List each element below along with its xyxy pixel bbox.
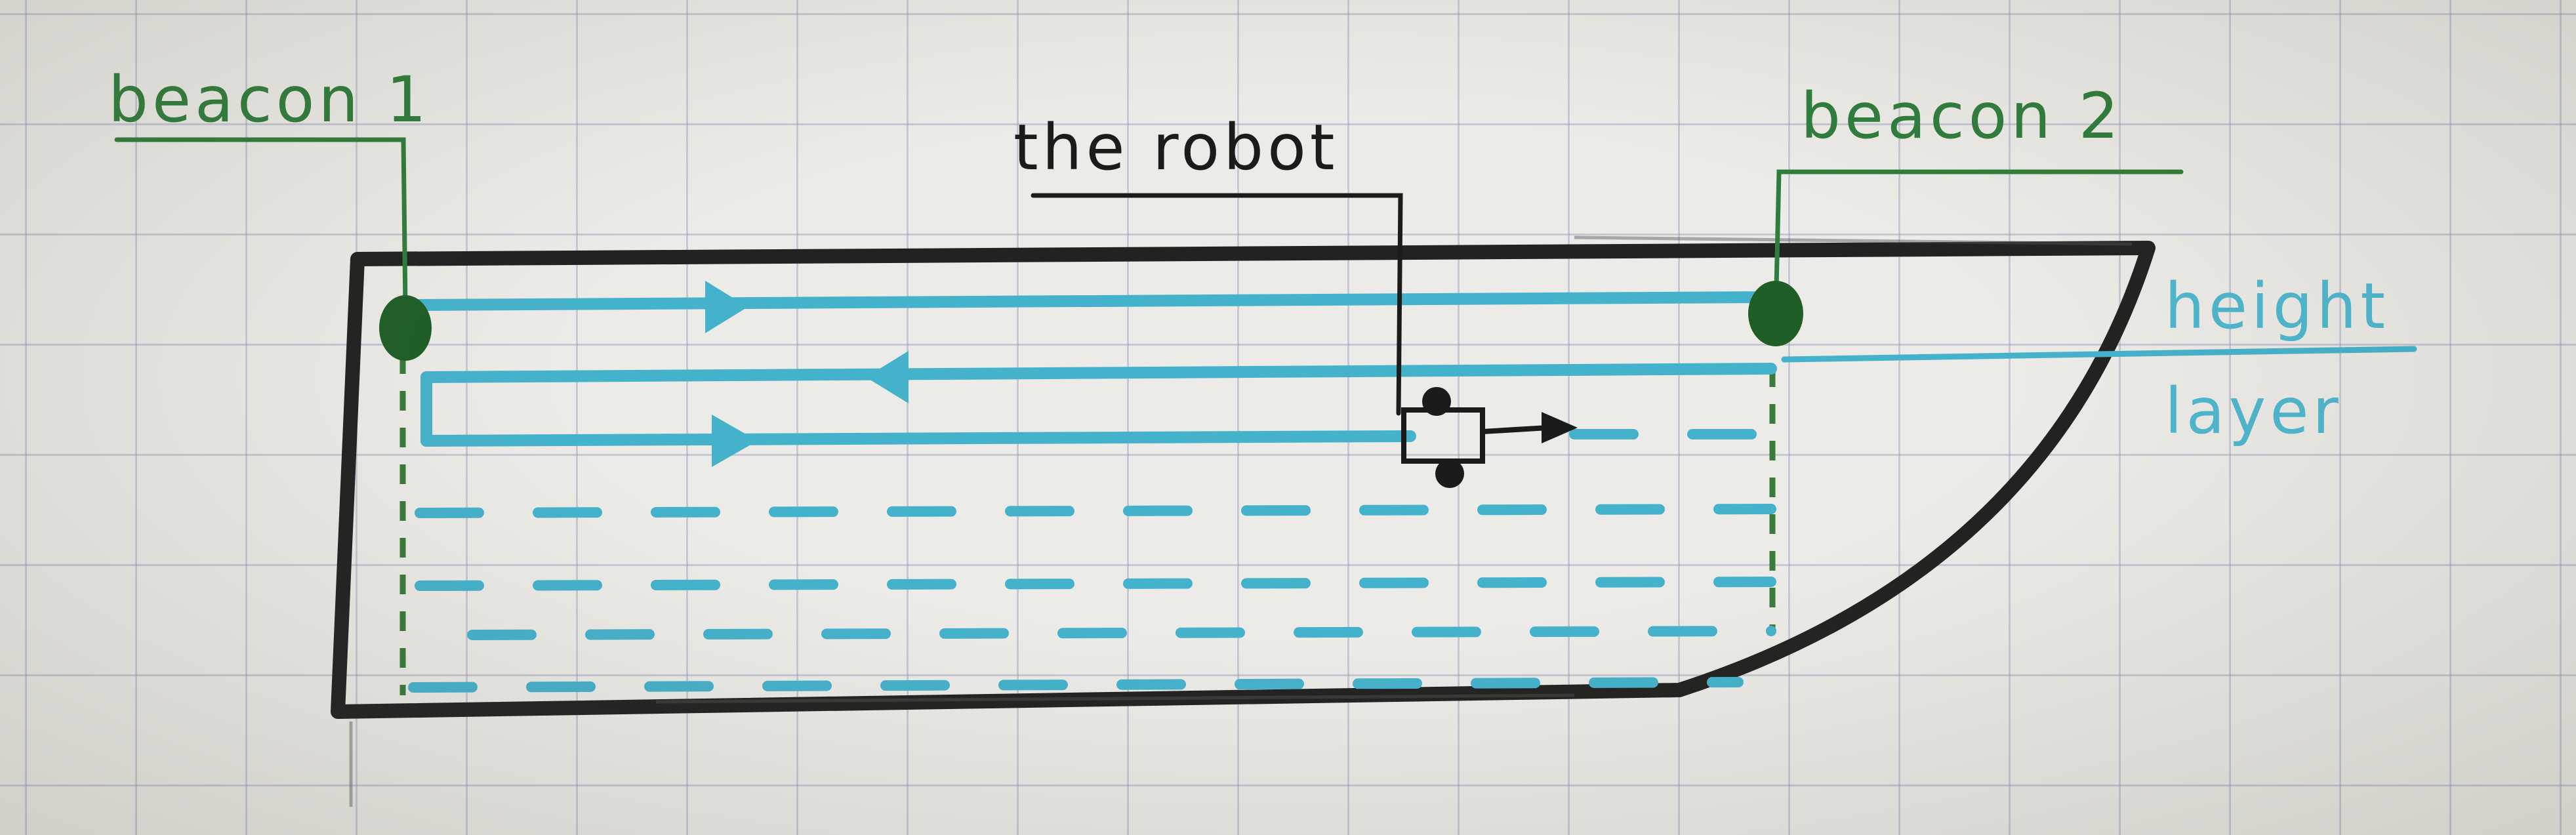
- beacon-2-marker: [1748, 281, 1803, 346]
- robot-wheels: [1422, 387, 1464, 488]
- beacon-1-label: beacon 1: [108, 63, 430, 136]
- beacon-2-label: beacon 2: [1801, 79, 2123, 153]
- robot-leader: [1031, 193, 1403, 416]
- robot-icon: [1401, 407, 1578, 464]
- direction-arrows: [705, 281, 909, 467]
- arrow-left-row2: [866, 351, 909, 403]
- planned-rows-dashed: [408, 429, 1776, 693]
- arrow-right-row3: [712, 415, 758, 467]
- field-outline: [331, 241, 2156, 719]
- robot-path-solid: [404, 291, 1777, 447]
- height-layer-label-line2: layer: [2165, 375, 2342, 448]
- beacon-2-leader: [1774, 169, 2184, 291]
- field-outline-pencil: [349, 235, 2133, 807]
- arrow-right-row1: [705, 281, 748, 333]
- height-layer-line: [1781, 346, 2417, 363]
- beacon-1-leader: [114, 137, 408, 311]
- height-layer-label-line1: height: [2165, 270, 2389, 343]
- robot-label: the robot: [1013, 111, 1338, 184]
- beacon-1-marker: [379, 295, 432, 361]
